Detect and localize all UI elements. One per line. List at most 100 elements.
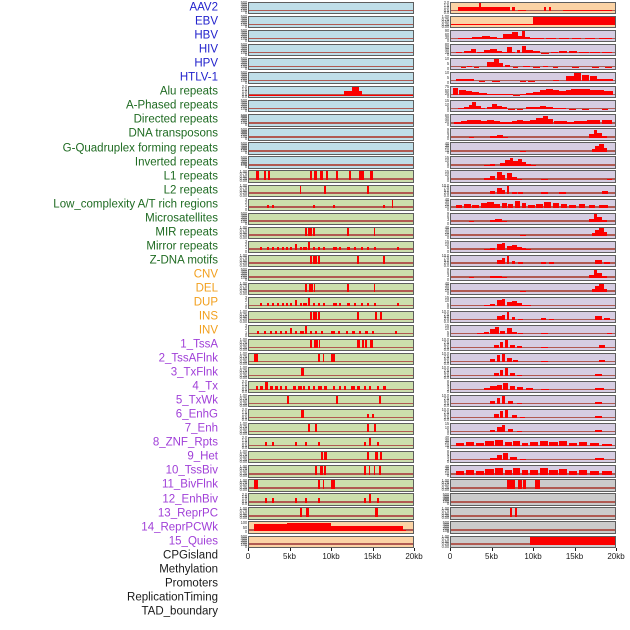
track-plot-area[interactable] xyxy=(450,282,616,295)
track-row[interactable]: 40 30 20 10 0 xyxy=(424,464,620,478)
track-row[interactable]: 500 400 300 200 100 0 xyxy=(222,14,418,29)
track-row[interactable]: 500 400 300 200 100 0 xyxy=(424,520,620,534)
track-row[interactable]: 500 400 300 200 100 0 xyxy=(222,42,418,57)
track-plot-area[interactable] xyxy=(450,507,616,520)
track-plot-area[interactable] xyxy=(450,353,616,366)
track-plot-area[interactable] xyxy=(450,58,616,71)
track-plot-area[interactable] xyxy=(248,507,414,520)
track-row[interactable]: 75 50 25 0 xyxy=(424,85,620,99)
track-row[interactable]: 40 30 20 10 0 xyxy=(424,197,620,211)
track-row[interactable]: 15 10 5 0 xyxy=(424,239,620,253)
track-row[interactable]: 500 400 300 200 100 0 xyxy=(222,99,418,113)
track-row[interactable]: 40 30 20 10 0 xyxy=(424,225,620,239)
track-plot-area[interactable] xyxy=(248,184,414,197)
track-row[interactable]: 1.00 0.75 0.50 0.25 0.00 xyxy=(222,393,418,408)
track-row[interactable]: 1.00 0.75 0.50 0.25 0.00 xyxy=(222,351,418,366)
track-row[interactable]: 500 400 300 200 100 0 xyxy=(222,71,418,85)
track-plot-area[interactable] xyxy=(248,353,414,366)
track-row[interactable]: 10.0 7.5 5.0 2.5 0.0 xyxy=(424,408,620,422)
track-row[interactable]: 10 5 0 xyxy=(424,57,620,71)
track-plot-area[interactable] xyxy=(248,100,414,113)
track-row[interactable]: 1.00 0.75 0.50 0.25 0.00 xyxy=(424,506,620,520)
track-row[interactable]: 500 400 300 200 100 0 xyxy=(222,211,418,225)
track-plot-area[interactable] xyxy=(450,240,616,253)
track-row[interactable]: 500 400 300 200 100 0 xyxy=(424,492,620,506)
track-row[interactable]: 2.0 1.5 1.0 0.5 0.0 xyxy=(222,85,418,99)
track-row[interactable]: 1.00 0.75 0.50 0.25 0.00 xyxy=(222,365,418,380)
track-plot-area[interactable] xyxy=(248,521,414,534)
track-row[interactable]: 90 60 30 0 xyxy=(424,28,620,43)
track-row[interactable]: 2.0 1.5 1.0 0.5 0.0 xyxy=(424,0,620,15)
track-row[interactable]: 10 5 0 xyxy=(424,71,620,85)
track-row[interactable]: 10.0 7.5 5.0 2.5 0.0 xyxy=(424,183,620,197)
track-plot-area[interactable] xyxy=(248,437,414,450)
track-plot-area[interactable] xyxy=(248,493,414,506)
track-plot-area[interactable] xyxy=(450,226,616,239)
track-row[interactable]: 40 30 20 10 0 xyxy=(424,436,620,450)
track-row[interactable]: 1.00 0.75 0.50 0.25 0.00 xyxy=(222,309,418,323)
track-plot-area[interactable] xyxy=(248,282,414,295)
track-plot-area[interactable] xyxy=(450,338,616,352)
track-row[interactable]: 15 10 5 0 xyxy=(424,295,620,309)
track-row[interactable]: 10.0 7.5 5.0 2.5 0.0 xyxy=(424,365,620,380)
track-plot-area[interactable] xyxy=(248,114,414,127)
track-row[interactable]: 500 400 300 200 100 0 xyxy=(222,113,418,127)
track-plot-area[interactable] xyxy=(248,226,414,239)
track-row[interactable]: 1.00 0.75 0.50 0.25 0.00 xyxy=(424,534,620,548)
track-row[interactable]: 1.00 0.75 0.50 0.25 0.00 xyxy=(222,422,418,436)
track-plot-area[interactable] xyxy=(450,465,616,478)
track-plot-area[interactable] xyxy=(450,409,616,422)
track-plot-area[interactable] xyxy=(248,72,414,85)
track-plot-area[interactable] xyxy=(450,493,616,506)
track-row[interactable]: 500 400 300 200 100 0 xyxy=(222,0,418,15)
track-plot-area[interactable] xyxy=(248,423,414,436)
track-plot-area[interactable] xyxy=(450,395,616,408)
track-row[interactable]: 1.00 0.75 0.50 0.25 0.00 xyxy=(222,450,418,464)
track-plot-area[interactable] xyxy=(450,451,616,464)
track-row[interactable]: 1.00 0.75 0.50 0.25 0.00 xyxy=(222,183,418,197)
track-row[interactable]: 15 10 5 0 xyxy=(424,155,620,169)
track-plot-area[interactable] xyxy=(450,72,616,85)
track-plot-area[interactable] xyxy=(450,254,616,267)
track-plot-area[interactable] xyxy=(248,296,414,310)
track-plot-area[interactable] xyxy=(450,367,616,380)
track-row[interactable]: 1.00 0.75 0.50 0.25 0.00 xyxy=(222,253,418,267)
track-plot-area[interactable] xyxy=(450,2,616,15)
track-row[interactable]: 40 30 20 10 0 xyxy=(424,281,620,295)
track-plot-area[interactable] xyxy=(450,310,616,324)
track-row[interactable]: 2.0 1.5 1.0 0.5 0.0 xyxy=(222,379,418,394)
track-plot-area[interactable] xyxy=(248,86,414,99)
track-plot-area[interactable] xyxy=(450,142,616,155)
track-row[interactable]: 500 400 300 200 100 0 xyxy=(222,267,418,281)
track-plot-area[interactable] xyxy=(248,338,414,352)
track-row[interactable]: 500 400 300 200 100 0 xyxy=(222,534,418,548)
track-row[interactable]: 2.0 1.5 1.0 0.5 0.0 xyxy=(222,492,418,506)
track-row[interactable]: 10.0 7.5 5.0 2.5 0.0 xyxy=(424,253,620,267)
track-plot-area[interactable] xyxy=(450,44,616,57)
right-track-panel[interactable]: 2.0 1.5 1.0 0.5 0.0 1.00 0.75 0.50 0.25 0.00 90 60 3… xyxy=(424,0,625,630)
track-plot-area[interactable] xyxy=(450,381,616,394)
track-plot-area[interactable] xyxy=(450,324,616,338)
track-plot-area[interactable] xyxy=(450,156,616,169)
track-plot-area[interactable] xyxy=(248,128,414,141)
track-row[interactable]: 100 50 0 xyxy=(222,520,418,534)
track-row[interactable]: 500 400 300 200 100 0 xyxy=(222,141,418,155)
track-row[interactable]: 15 10 5 0 xyxy=(424,99,620,113)
track-plot-area[interactable] xyxy=(248,324,414,338)
track-plot-area[interactable] xyxy=(450,30,616,43)
track-row[interactable]: 1.00 0.75 0.50 0.25 0.00 xyxy=(222,225,418,239)
track-plot-area[interactable] xyxy=(450,198,616,211)
track-plot-area[interactable] xyxy=(450,128,616,141)
track-plot-area[interactable] xyxy=(248,16,414,29)
track-row[interactable]: 1.00 0.75 0.50 0.25 0.00 xyxy=(222,169,418,183)
track-row[interactable]: 80 60 40 20 0 xyxy=(424,42,620,57)
track-row[interactable]: 1.00 0.75 0.50 0.25 0.00 xyxy=(222,281,418,295)
track-plot-area[interactable] xyxy=(248,395,414,408)
track-row[interactable]: 500 400 300 200 100 0 xyxy=(222,28,418,43)
track-row[interactable]: 500 400 300 200 100 0 xyxy=(222,127,418,141)
